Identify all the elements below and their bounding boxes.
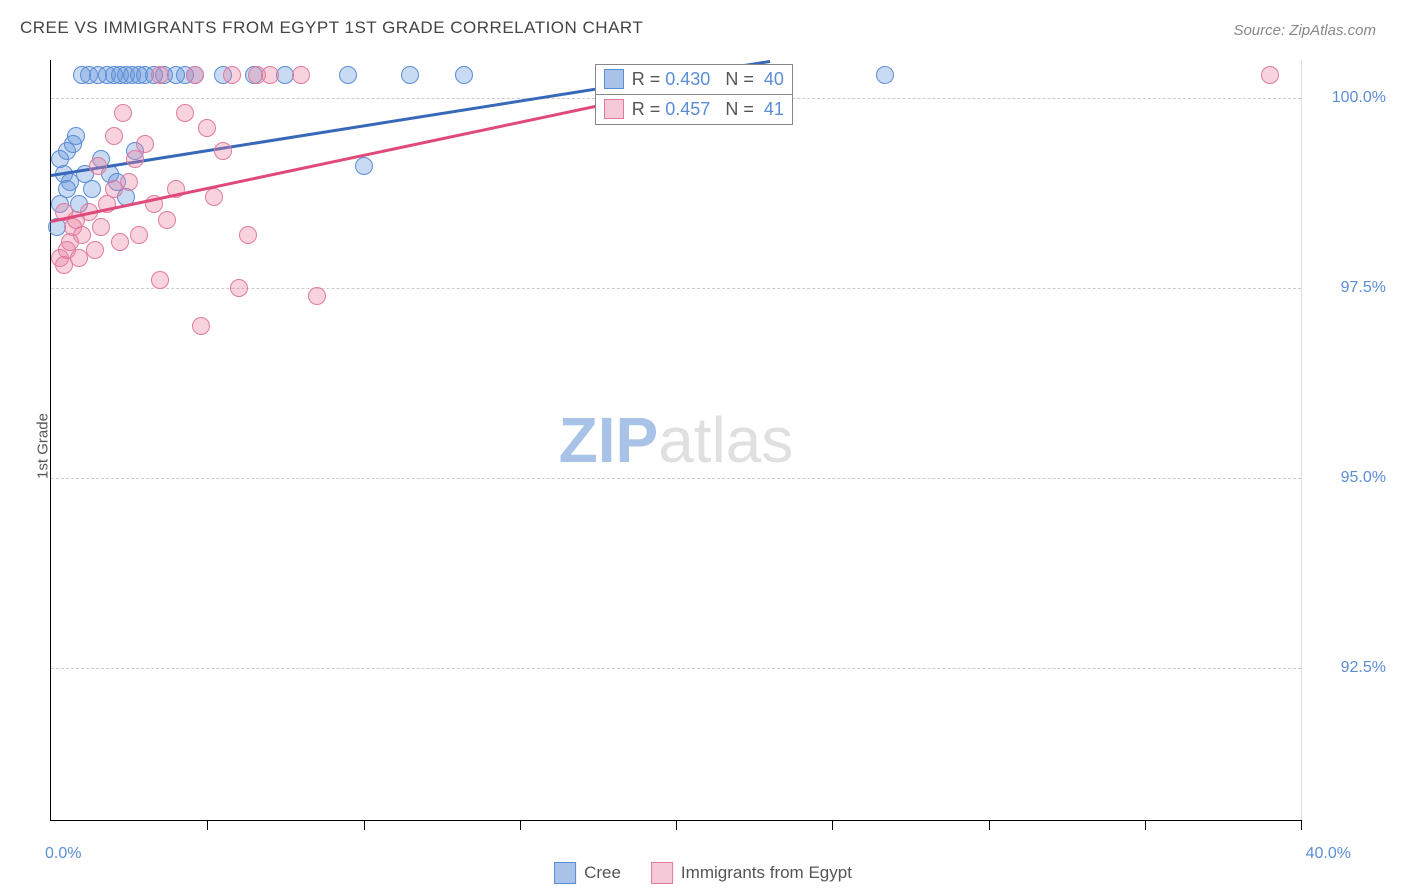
data-point [51,150,69,168]
data-point [86,241,104,259]
data-point [355,157,373,175]
data-point [223,66,241,84]
data-point [120,173,138,191]
data-point [176,104,194,122]
y-tick-label: 100.0% [1332,89,1386,107]
x-axis-max-label: 40.0% [1306,845,1351,863]
legend-item-cree: Cree [554,862,621,884]
data-point [151,271,169,289]
data-point [111,233,129,251]
x-tick [207,820,208,830]
data-point [239,226,257,244]
y-tick-label: 97.5% [1341,279,1386,297]
x-tick [832,820,833,830]
x-tick [989,820,990,830]
legend: Cree Immigrants from Egypt [554,862,852,884]
data-point [192,317,210,335]
chart-title: CREE VS IMMIGRANTS FROM EGYPT 1ST GRADE … [20,18,643,38]
data-point [158,211,176,229]
watermark: ZIPatlas [559,403,794,477]
stats-text: R = 0.430 N = 40 [632,67,784,92]
data-point [64,135,82,153]
plot-area: ZIPatlas R = 0.430 N = 40 R = 0.457 N = 4… [50,60,1301,821]
data-point [186,66,204,84]
x-tick [1301,820,1302,830]
legend-label: Immigrants from Egypt [681,863,852,883]
data-point [401,66,419,84]
legend-label: Cree [584,863,621,883]
data-point [136,135,154,153]
data-point [455,66,473,84]
stats-swatch [604,69,624,89]
data-point [105,127,123,145]
y-tick-label: 95.0% [1341,469,1386,487]
data-point [876,66,894,84]
source-label: Source: ZipAtlas.com [1233,22,1376,39]
gridline [51,668,1301,669]
data-point [214,142,232,160]
data-point [58,180,76,198]
data-point [1261,66,1279,84]
stats-box: R = 0.430 N = 40 [595,64,793,95]
legend-swatch [554,862,576,884]
data-point [308,287,326,305]
data-point [261,66,279,84]
stats-text: R = 0.457 N = 41 [632,97,784,122]
data-point [89,157,107,175]
data-point [198,119,216,137]
x-tick [1145,820,1146,830]
data-point [230,279,248,297]
data-point [83,180,101,198]
stats-box: R = 0.457 N = 41 [595,94,793,125]
x-axis-min-label: 0.0% [45,845,81,863]
y-axis-label: 1st Grade [34,413,51,479]
data-point [151,66,169,84]
legend-item-egypt: Immigrants from Egypt [651,862,852,884]
right-border [1301,60,1302,820]
y-tick-label: 92.5% [1341,659,1386,677]
gridline [51,478,1301,479]
data-point [292,66,310,84]
data-point [205,188,223,206]
x-tick [520,820,521,830]
stats-swatch [604,99,624,119]
x-tick [676,820,677,830]
data-point [73,226,91,244]
data-point [339,66,357,84]
data-point [92,218,110,236]
data-point [130,226,148,244]
legend-swatch [651,862,673,884]
data-point [114,104,132,122]
data-point [126,150,144,168]
x-tick [364,820,365,830]
